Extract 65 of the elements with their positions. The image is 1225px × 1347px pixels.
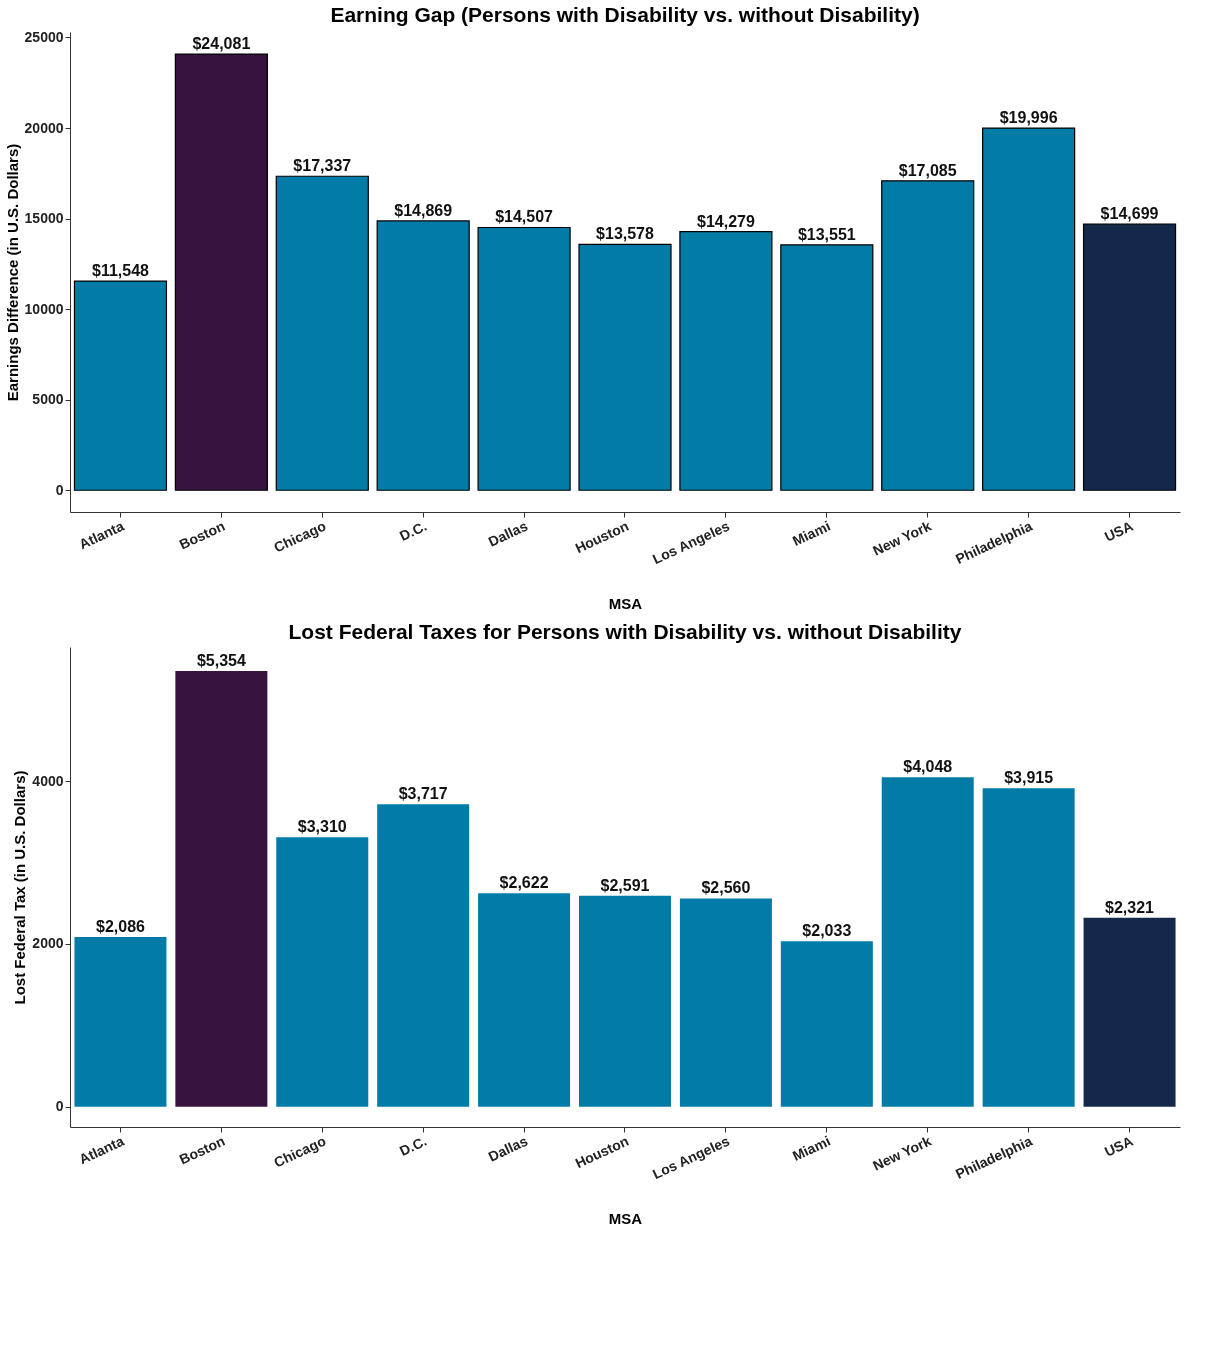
y-tick-label: 4000 [32, 772, 64, 789]
bar [477, 226, 571, 491]
bar [175, 671, 268, 1107]
data-label: $17,337 [293, 157, 352, 175]
x-axis-title: MSA [608, 595, 643, 613]
data-label: $13,551 [797, 225, 856, 243]
y-tick-label: 15000 [24, 210, 64, 227]
bar [578, 243, 672, 491]
data-label: $4,048 [903, 758, 953, 776]
bar [982, 127, 1076, 491]
bar [74, 936, 167, 1107]
data-label: $17,085 [898, 161, 957, 179]
x-tick-label: D.C. [396, 517, 430, 545]
data-label: $2,560 [701, 879, 751, 897]
bar [679, 898, 772, 1107]
bar [679, 231, 773, 491]
data-label: $3,717 [398, 785, 448, 803]
x-tick-label: New York [870, 1132, 934, 1174]
y-tick-label: 10000 [24, 300, 64, 317]
data-label: $14,699 [1100, 205, 1159, 223]
y-axis-title: Lost Federal Tax (in U.S. Dollars) [11, 770, 29, 1005]
bar [376, 220, 470, 491]
y-tick-label: 0 [55, 481, 64, 498]
bar [275, 175, 369, 491]
bar [174, 53, 268, 491]
y-tick-label: 2000 [32, 935, 64, 952]
y-tick-label: 0 [55, 1098, 64, 1115]
x-tick-label: USA [1101, 1132, 1136, 1160]
y-tick-label: 25000 [24, 28, 64, 45]
bar [579, 895, 671, 1107]
bar [1083, 917, 1176, 1107]
bar [881, 777, 974, 1107]
bar [276, 837, 369, 1107]
chart-title: Lost Federal Taxes for Persons with Disability vs. without Disability [288, 620, 962, 643]
data-label: $11,548 [91, 262, 150, 280]
bar [780, 941, 873, 1107]
chart-title: Earning Gap (Persons with Disability vs. without Disability) [330, 3, 920, 27]
x-tick-label: D.C. [396, 1132, 430, 1160]
bar [73, 280, 168, 491]
data-label: $14,279 [696, 212, 755, 230]
data-label: $5,354 [196, 652, 246, 670]
data-label: $2,321 [1105, 898, 1155, 916]
bar [881, 180, 975, 491]
bar [1082, 223, 1177, 491]
data-label: $19,996 [999, 109, 1058, 127]
data-label: $14,869 [394, 201, 453, 219]
data-label: $3,310 [297, 818, 347, 836]
x-tick-label: New York [870, 517, 934, 559]
bar [377, 804, 470, 1107]
data-label: $2,622 [499, 874, 549, 892]
x-tick-label: USA [1101, 517, 1136, 545]
data-label: $13,578 [596, 225, 655, 243]
y-tick-label: 20000 [24, 119, 64, 136]
x-axis-title: MSA [608, 1210, 643, 1228]
bar [780, 244, 874, 491]
data-label: $2,591 [600, 876, 650, 894]
bar [982, 788, 1075, 1107]
y-axis-title: Earnings Difference (in U.S. Dollars) [3, 143, 21, 402]
data-label: $3,915 [1004, 769, 1054, 787]
data-label: $24,081 [192, 35, 251, 53]
data-label: $2,033 [802, 922, 852, 940]
data-label: $2,086 [95, 917, 146, 935]
bar [478, 893, 571, 1107]
y-tick-label: 5000 [32, 391, 64, 408]
data-label: $14,507 [495, 208, 554, 226]
